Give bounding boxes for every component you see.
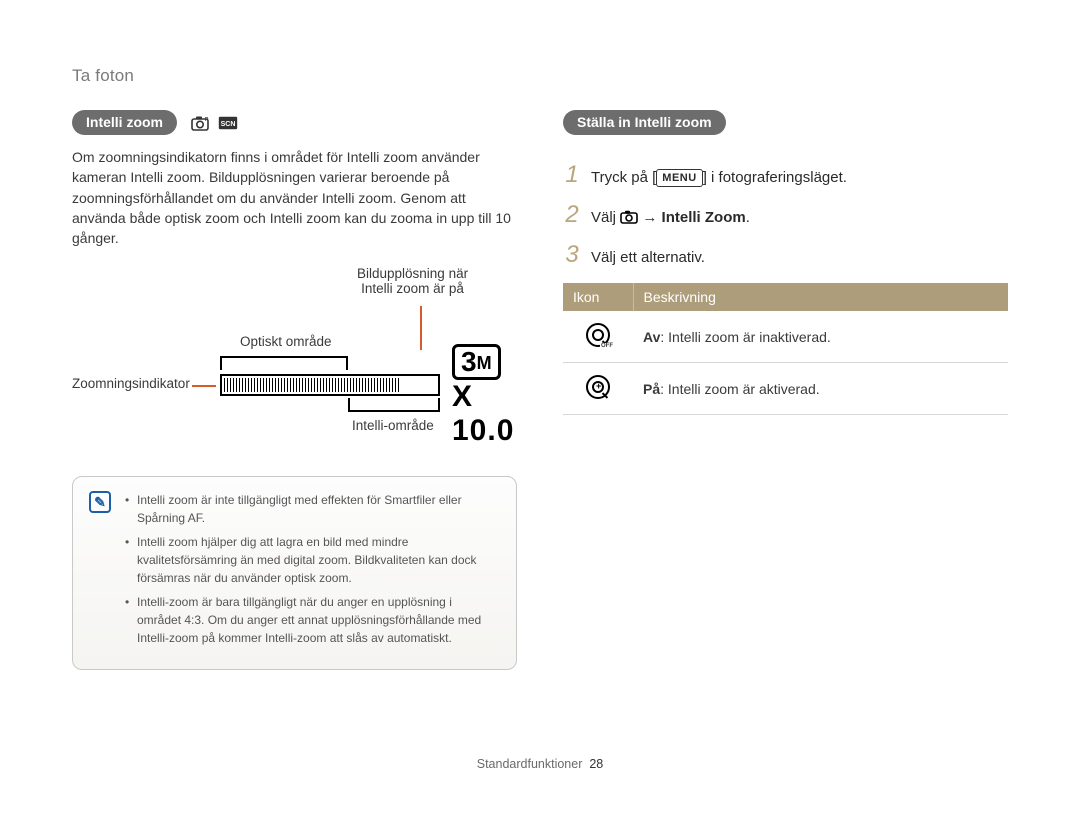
page-title: Ta foton [72,66,1008,86]
steps-list: 1 Tryck på [MENU] i fotograferingsläget.… [563,161,1008,269]
menu-key: MENU [656,169,702,187]
step-number: 1 [563,161,581,189]
row-desc: På: Intelli zoom är aktiverad. [633,363,1008,415]
intelli-zoom-heading: Intelli zoom [72,110,177,135]
table-row: På: Intelli zoom är aktiverad. [563,363,1008,415]
zoom-indicator-label: Zoomningsindikator [72,376,190,391]
step-1-text: Tryck på [MENU] i fotograferingsläget. [591,169,847,187]
note-icon: ✎ [89,491,111,513]
step-3-text: Välj ett alternativ. [591,249,705,266]
optic-area-label: Optiskt område [240,334,332,349]
note-item: Intelli zoom hjälper dig att lagra en bi… [125,533,498,587]
note-item: Intelli zoom är inte tillgängligt med ef… [125,491,498,527]
right-column: Ställa in Intelli zoom 1 Tryck på [MENU]… [563,110,1008,670]
options-table: Ikon Beskrivning Av: Intelli zoom är ina… [563,283,1008,415]
intro-paragraph: Om zoomningsindikatorn finns i området f… [72,147,517,248]
step-2-text: Välj → Intelli Zoom. [591,209,750,228]
resolution-label-line2: Intelli zoom är på [361,281,464,296]
intelli-zoom-off-icon [586,323,610,347]
set-intelli-zoom-heading: Ställa in Intelli zoom [563,110,726,135]
svg-text:P: P [205,117,209,123]
intelli-area-label: Intelli-område [352,418,434,433]
zoom-readout: 3M X 10.0 [452,344,517,447]
zoom-diagram: Bildupplösning när Intelli zoom är på Op… [72,266,517,456]
note-list: Intelli zoom är inte tillgängligt med ef… [125,491,498,653]
row-desc: Av: Intelli zoom är inaktiverad. [633,311,1008,363]
note-box: ✎ Intelli zoom är inte tillgängligt med … [72,476,517,670]
page-footer: Standardfunktioner 28 [0,757,1080,771]
resolution-label-line1: Bildupplösning när [357,266,468,281]
note-item: Intelli-zoom är bara tillgängligt när du… [125,593,498,647]
step-number: 3 [563,241,581,269]
mode-icons: P SCN [191,114,237,132]
table-head-desc: Beskrivning [633,283,1008,311]
left-column: Intelli zoom P SCN Om zoomningsindikator… [72,110,517,670]
step-number: 2 [563,201,581,229]
table-head-icon: Ikon [563,283,633,311]
table-row: Av: Intelli zoom är inaktiverad. [563,311,1008,363]
camera-icon [620,210,638,228]
intelli-zoom-on-icon [586,375,610,399]
svg-text:SCN: SCN [221,121,236,128]
